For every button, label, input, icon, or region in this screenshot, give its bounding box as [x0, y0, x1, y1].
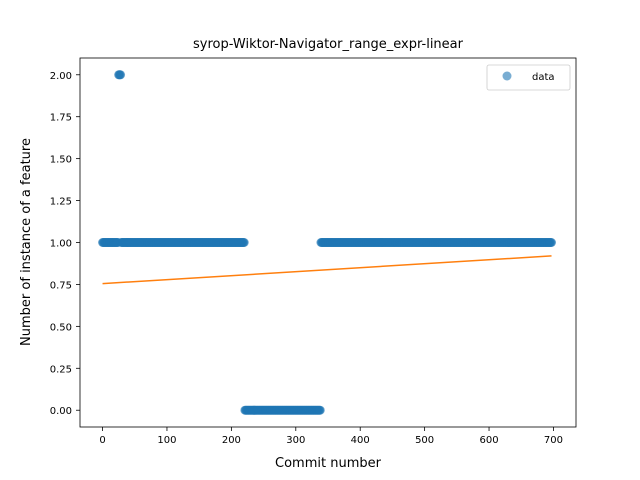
legend-marker-data [502, 71, 512, 81]
x-tick-label: 700 [544, 435, 563, 446]
x-axis-label: Commit number [275, 456, 382, 471]
x-tick-label: 100 [157, 435, 176, 446]
data-point [116, 70, 126, 80]
x-tick-label: 600 [479, 435, 498, 446]
y-tick-label: 0.50 [50, 322, 72, 333]
x-axis-ticks: 0 100 200 300 400 500 600 700 [99, 427, 563, 446]
plot-content [98, 70, 557, 415]
x-tick-label: 400 [351, 435, 370, 446]
y-tick-label: 0.25 [50, 364, 72, 375]
x-tick-label: 500 [415, 435, 434, 446]
chart-title: syrop-Wiktor-Navigator_range_expr-linear [193, 37, 464, 52]
y-axis-ticks: 0.00 0.25 0.50 0.75 1.00 1.25 1.50 1.75 2.00 [50, 71, 80, 417]
x-tick-label: 300 [286, 435, 305, 446]
legend-frame [486, 64, 571, 91]
legend: data [486, 64, 571, 91]
y-tick-label: 0.75 [50, 280, 72, 291]
y-tick-label: 1.25 [50, 197, 72, 208]
y-tick-label: 0.00 [50, 406, 72, 417]
y-tick-label: 1.75 [50, 113, 72, 124]
y-tick-label: 2.00 [50, 71, 72, 82]
legend-label-data: data [532, 72, 555, 83]
x-tick-label: 200 [222, 435, 241, 446]
y-tick-label: 1.00 [50, 239, 72, 250]
data-point [315, 405, 325, 415]
data-point [547, 238, 557, 247]
data-point [239, 238, 249, 247]
x-tick-label: 0 [99, 435, 105, 446]
y-axis-label: Number of instance of a feature [19, 138, 34, 346]
y-tick-label: 1.50 [50, 155, 72, 166]
trend-line [102, 255, 552, 285]
